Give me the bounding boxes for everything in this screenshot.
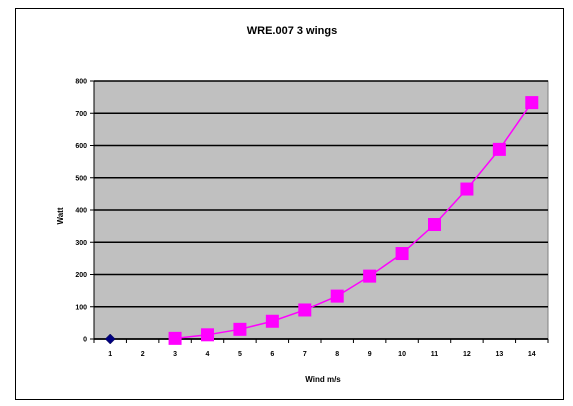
y-tick-labels: 0 100 200 300 400 500 600 700 800 bbox=[75, 79, 87, 344]
x-tick-label-13: 13 bbox=[495, 351, 503, 358]
series-2-point-14 bbox=[525, 96, 539, 110]
x-tick-label-8: 8 bbox=[335, 351, 339, 358]
y-tick-label-400: 400 bbox=[75, 208, 87, 215]
x-tick-label-14: 14 bbox=[528, 351, 536, 358]
series-2-point-8 bbox=[330, 289, 344, 303]
x-tick-label-11: 11 bbox=[431, 351, 439, 358]
chart-svg: WRE.007 3 wings 010020030040050060070080… bbox=[56, 25, 549, 384]
series-2-point-12 bbox=[460, 182, 474, 196]
x-tick-label-10: 10 bbox=[398, 351, 406, 358]
y-tick-label-600: 600 bbox=[75, 143, 87, 150]
y-tick-label-800: 800 bbox=[75, 79, 87, 86]
chart-title: WRE.007 3 wings bbox=[247, 25, 337, 37]
x-tick-label-3: 3 bbox=[173, 351, 177, 358]
series-2-point-10 bbox=[395, 247, 409, 261]
series-2-point-13 bbox=[492, 142, 506, 156]
series-2-point-3 bbox=[168, 331, 182, 345]
x-tick-label-2: 2 bbox=[141, 351, 145, 358]
y-tick-label-500: 500 bbox=[75, 175, 87, 182]
chart-frame: WRE.007 3 wings 0 100 200 300 400 500 600 700 80… bbox=[15, 8, 564, 400]
series-2-point-9 bbox=[363, 269, 377, 283]
x-tick-label-12: 12 bbox=[463, 351, 471, 358]
x-tick-label-1: 1 bbox=[108, 351, 112, 358]
series-layer bbox=[104, 96, 539, 345]
y-tick-label-0: 0 bbox=[83, 337, 87, 344]
series-2-point-5 bbox=[233, 322, 247, 336]
series-2-point-11 bbox=[428, 218, 441, 232]
x-tick-label-4: 4 bbox=[206, 351, 210, 358]
series-2-point-6 bbox=[265, 314, 279, 328]
x-tick-label-5: 5 bbox=[238, 351, 242, 358]
x-tick-label-7: 7 bbox=[303, 351, 307, 358]
y-tick-label-700: 700 bbox=[75, 111, 87, 118]
y-axis-title: Watt bbox=[56, 207, 65, 224]
series-2-point-4 bbox=[201, 328, 214, 342]
x-axis-title: Wind m/s bbox=[305, 375, 341, 384]
x-tick-label-6: 6 bbox=[270, 351, 274, 358]
y-tick-label-300: 300 bbox=[75, 240, 87, 247]
x-tick-labels: 1 2 3 4 5 6 7 8 9 10 11 12 13 14 bbox=[108, 351, 536, 358]
series-1-point-1 bbox=[104, 333, 116, 345]
x-tick-label-9: 9 bbox=[368, 351, 372, 358]
series-2-point-7 bbox=[298, 303, 312, 317]
y-tick-label-200: 200 bbox=[75, 272, 87, 279]
y-tick-label-100: 100 bbox=[75, 304, 87, 311]
